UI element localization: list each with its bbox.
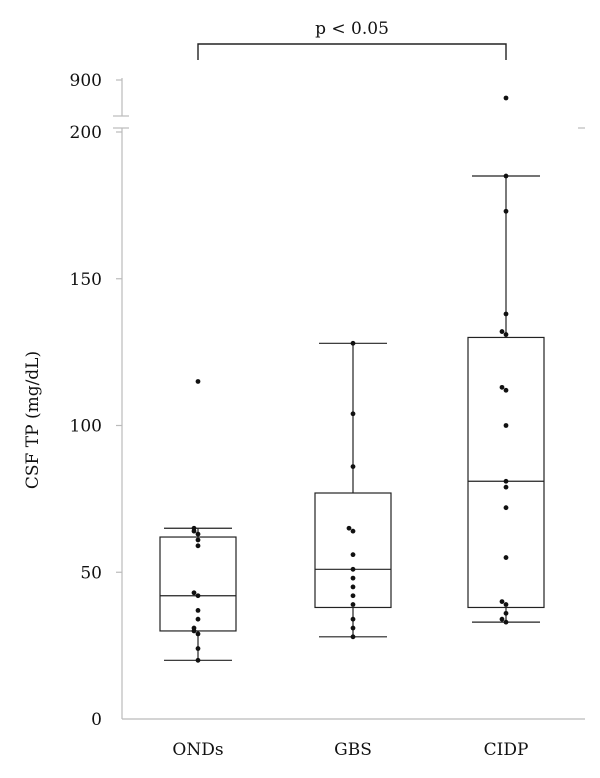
x-category-label: CIDP (484, 740, 529, 760)
x-category-label: GBS (334, 740, 372, 760)
data-point (503, 619, 509, 625)
y-tick-label: 200 (70, 123, 102, 143)
data-point (499, 384, 505, 390)
data-point (503, 602, 509, 607)
data-point (499, 616, 505, 622)
y-tick-label: 150 (70, 270, 102, 290)
data-point (195, 616, 201, 622)
data-point (350, 602, 356, 607)
data-point (191, 625, 197, 631)
data-point (503, 423, 509, 428)
data-point (499, 599, 505, 604)
significance-bracket-line (197, 43, 507, 60)
data-point (191, 525, 197, 531)
data-point (350, 340, 356, 346)
data-point (350, 464, 356, 469)
data-point (350, 634, 356, 640)
data-point (503, 555, 509, 560)
data-point (195, 593, 201, 599)
data-point (503, 484, 509, 490)
data-point (195, 543, 201, 549)
significance-bracket: p < 0.05 (197, 19, 507, 60)
y-tick-label: 50 (80, 563, 102, 583)
data-point-upper (503, 95, 509, 101)
iqr-box (467, 336, 545, 609)
y-tick-label: 900 (70, 71, 102, 91)
data-point (350, 566, 356, 572)
y-tick-label: 100 (70, 417, 102, 437)
y-tick-label: 0 (91, 710, 102, 730)
data-point (503, 610, 509, 616)
data-point (350, 584, 356, 590)
x-category-label: ONDs (172, 740, 223, 760)
data-point (503, 387, 509, 393)
data-point (499, 329, 505, 334)
data-point (346, 525, 352, 531)
data-point (195, 646, 201, 651)
box-group-gbs (314, 340, 392, 640)
data-point (503, 332, 509, 337)
data-point (350, 575, 356, 581)
data-point (350, 625, 356, 631)
data-point (503, 208, 509, 214)
y-axis-title: CSF TP (mg/dL) (23, 351, 43, 489)
x-axis-category-labels: ONDs GBS CIDP (172, 740, 528, 760)
data-point (503, 311, 509, 317)
iqr-box (159, 536, 237, 632)
data-point (503, 478, 509, 484)
box-group-cidp (467, 95, 545, 625)
box-series (159, 95, 545, 663)
data-point (195, 657, 201, 663)
data-point (195, 537, 201, 543)
data-point (350, 552, 356, 558)
data-point (503, 173, 509, 179)
data-point (350, 411, 356, 417)
data-point (350, 616, 356, 622)
y-axis: 0 50 100 150 200 900 (70, 71, 585, 730)
data-point (195, 608, 201, 613)
data-point (195, 379, 201, 384)
data-point (503, 505, 509, 511)
data-point (350, 593, 356, 599)
data-point (191, 590, 197, 596)
iqr-box (314, 492, 392, 609)
significance-label: p < 0.05 (315, 19, 389, 39)
data-point (195, 531, 201, 537)
data-point (350, 528, 356, 534)
data-point (195, 631, 201, 637)
box-group-onds (159, 379, 237, 663)
